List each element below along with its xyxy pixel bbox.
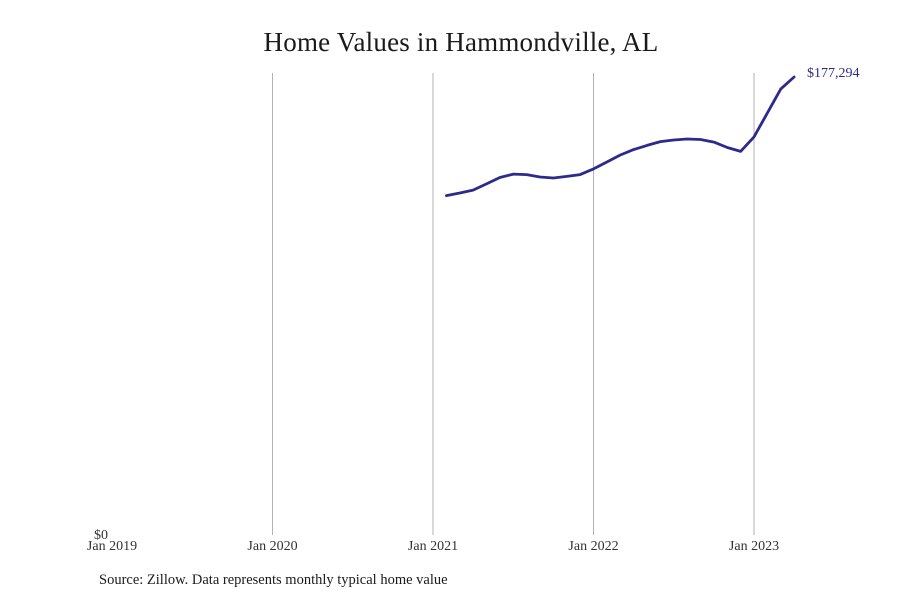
home-value-line [445,75,796,197]
gridlines [272,73,755,535]
x-tick-label: Jan 2019 [87,539,137,554]
y-zero-label: $0 [94,528,108,543]
chart-title: Home Values in Hammondville, AL [263,27,659,57]
x-tick-label: Jan 2021 [408,539,458,554]
source-note: Source: Zillow. Data represents monthly … [99,572,448,588]
end-value-label: $177,294 [807,66,860,81]
x-tick-label: Jan 2020 [247,539,297,554]
x-axis-labels: Jan 2019 Jan 2020 Jan 2021 Jan 2022 Jan 2023 [87,539,779,554]
x-tick-label: Jan 2022 [568,539,618,554]
x-tick-label: Jan 2023 [729,539,779,554]
